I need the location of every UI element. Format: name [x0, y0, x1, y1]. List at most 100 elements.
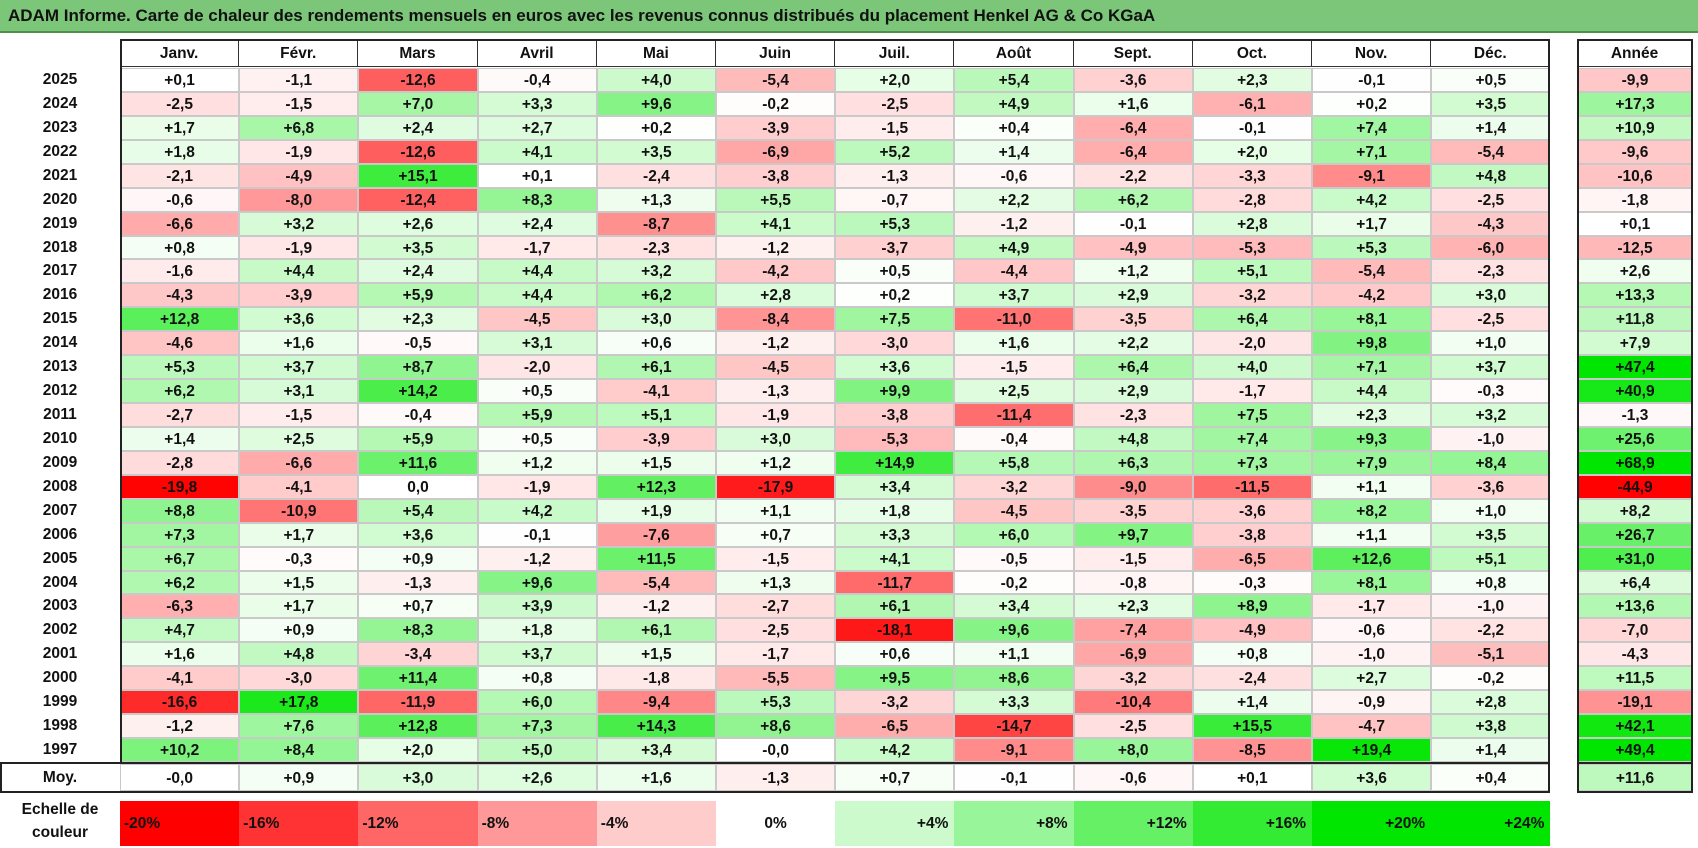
heatmap-cell: +0,6 — [596, 331, 716, 356]
heatmap-cell: +3,1 — [477, 331, 597, 356]
heatmap-cell: -0,0 — [716, 738, 836, 762]
heatmap-cell: -11,0 — [954, 307, 1074, 332]
year-label: 2006 — [42, 525, 78, 543]
heatmap-cell: +3,0 — [716, 426, 836, 451]
heatmap-cell: -6,5 — [835, 714, 955, 739]
heatmap-cell: +1,4 — [1431, 738, 1551, 762]
heatmap-cell: +1,7 — [239, 522, 359, 547]
year-label: 2020 — [42, 190, 78, 208]
annual-cell: -44,9 — [1577, 474, 1693, 499]
heatmap-cell: +6,2 — [120, 570, 240, 595]
heatmap-cell: +19,4 — [1312, 738, 1432, 762]
month-header: Nov. — [1312, 39, 1432, 67]
heatmap-cell: +1,6 — [239, 331, 359, 356]
heatmap-cell: +4,2 — [477, 498, 597, 523]
heatmap-cell: -3,4 — [358, 642, 478, 667]
heatmap-cell: +0,1 — [120, 68, 240, 92]
heatmap-cell: +1,0 — [1431, 498, 1551, 523]
heatmap-cell: -19,8 — [120, 474, 240, 499]
heatmap-cell: -5,4 — [596, 570, 716, 595]
heatmap-cell: -1,5 — [239, 91, 359, 116]
heatmap-cell: -1,0 — [1431, 426, 1551, 451]
heatmap-cell: +0,2 — [835, 283, 955, 308]
heatmap-cell: -3,5 — [1073, 307, 1193, 332]
average-cell: +3,6 — [1312, 764, 1432, 791]
heatmap-cell: -12,6 — [358, 139, 478, 164]
heatmap-cell: +9,6 — [954, 618, 1074, 643]
average-cell: +2,6 — [477, 764, 597, 791]
heatmap-cell: -1,3 — [358, 570, 478, 595]
heatmap-cell: -4,3 — [1431, 211, 1551, 236]
month-header: Août — [954, 39, 1074, 67]
heatmap-cell: +8,1 — [1312, 307, 1432, 332]
heatmap-cell: +1,5 — [596, 450, 716, 475]
heatmap-cell: -3,3 — [1192, 163, 1312, 188]
heatmap-cell: -1,9 — [239, 139, 359, 164]
heatmap-cell: +0,9 — [239, 618, 359, 643]
annual-cell: +8,2 — [1577, 498, 1693, 523]
heatmap-cell: +8,3 — [358, 618, 478, 643]
heatmap-cell: -4,4 — [954, 259, 1074, 284]
heatmap-cell: -0,3 — [1192, 570, 1312, 595]
heatmap-cell: +5,5 — [716, 187, 836, 212]
average-annual-cell: +11,6 — [1577, 764, 1693, 791]
heatmap-cell: +3,5 — [596, 139, 716, 164]
color-scale-step: +4% — [835, 801, 955, 846]
heatmap-cell: -4,5 — [477, 307, 597, 332]
heatmap-cell: +14,9 — [835, 450, 955, 475]
heatmap-cell: -6,6 — [239, 450, 359, 475]
year-label: 2022 — [42, 142, 78, 160]
heatmap-cell: -2,3 — [1073, 403, 1193, 427]
heatmap-cell: -1,5 — [716, 546, 836, 571]
heatmap-cell: +9,3 — [1312, 426, 1432, 451]
heatmap-cell: +4,2 — [835, 738, 955, 762]
average-label: Moy. — [42, 769, 78, 786]
heatmap-cell: -3,9 — [716, 115, 836, 140]
annual-cell: -10,6 — [1577, 163, 1693, 188]
color-scale-step: +20% — [1312, 801, 1432, 846]
heatmap-cell: -2,7 — [120, 403, 240, 427]
heatmap-cell: +7,1 — [1312, 139, 1432, 164]
year-label: 2001 — [42, 645, 78, 663]
heatmap-cell: +5,3 — [835, 211, 955, 236]
heatmap-cell: -0,3 — [239, 546, 359, 571]
heatmap-cell: -2,7 — [716, 594, 836, 619]
heatmap-cell: -1,7 — [1312, 594, 1432, 619]
heatmap-cell: +0,4 — [954, 115, 1074, 140]
heatmap-cell: -1,5 — [1073, 546, 1193, 571]
heatmap-cell: +3,8 — [1431, 714, 1551, 739]
heatmap-cell: +0,7 — [716, 522, 836, 547]
heatmap-cell: -1,0 — [1312, 642, 1432, 667]
heatmap-cell: -14,7 — [954, 714, 1074, 739]
heatmap-cell: +5,9 — [358, 283, 478, 308]
heatmap-cell: +1,2 — [477, 450, 597, 475]
heatmap-cell: +5,2 — [835, 139, 955, 164]
heatmap-cell: -2,5 — [1431, 307, 1551, 332]
heatmap-cell: -1,7 — [716, 642, 836, 667]
heatmap-cell: -8,4 — [716, 307, 836, 332]
heatmap-cell: +3,2 — [1431, 403, 1551, 427]
heatmap-cell: -3,2 — [835, 690, 955, 715]
heatmap-cell: +8,6 — [954, 666, 1074, 691]
month-header: Sept. — [1073, 39, 1193, 67]
average-cell: -0,1 — [954, 764, 1074, 791]
heatmap-cell: +9,9 — [835, 379, 955, 403]
heatmap-cell: -1,5 — [239, 403, 359, 427]
heatmap-cell: +2,0 — [358, 738, 478, 762]
color-scale-step: -8% — [477, 801, 597, 846]
heatmap-cell: -4,3 — [120, 283, 240, 308]
heatmap-cell: +1,3 — [596, 187, 716, 212]
heatmap-cell: -3,6 — [1431, 474, 1551, 499]
heatmap-cell: +2,5 — [954, 379, 1074, 403]
heatmap-cell: +8,2 — [1312, 498, 1432, 523]
annual-cell: +7,9 — [1577, 331, 1693, 356]
heatmap-cell: +14,3 — [596, 714, 716, 739]
heatmap-cell: -4,2 — [1312, 283, 1432, 308]
heatmap-cell: -3,2 — [1073, 666, 1193, 691]
heatmap-cell: -0,1 — [1192, 115, 1312, 140]
heatmap-cell: +4,4 — [239, 259, 359, 284]
annual-cell: +2,6 — [1577, 259, 1693, 284]
heatmap-cell: +5,9 — [358, 426, 478, 451]
heatmap-cell: -2,5 — [120, 91, 240, 116]
year-label: 2007 — [42, 501, 78, 519]
